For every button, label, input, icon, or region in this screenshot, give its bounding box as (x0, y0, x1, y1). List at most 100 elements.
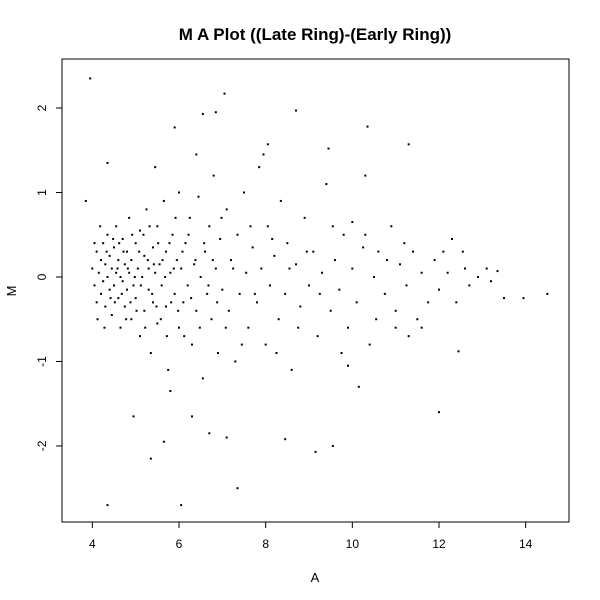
data-point (260, 267, 263, 270)
data-point (164, 275, 167, 278)
data-point (128, 216, 131, 219)
data-point (168, 242, 171, 245)
data-point (154, 271, 157, 274)
data-point (295, 263, 297, 266)
data-point (177, 309, 180, 312)
data-point (169, 271, 172, 274)
data-point (95, 250, 98, 253)
data-point (117, 259, 120, 262)
data-point (128, 271, 131, 274)
data-point (210, 318, 213, 321)
data-point (334, 259, 336, 262)
data-point (119, 326, 122, 329)
data-point (152, 301, 154, 304)
data-point (143, 309, 146, 312)
data-point (362, 246, 365, 249)
data-point (167, 368, 170, 371)
data-point (221, 288, 224, 291)
data-point (399, 263, 401, 266)
data-point (438, 411, 440, 414)
data-point (258, 166, 261, 169)
data-point (103, 326, 106, 329)
data-point (214, 111, 217, 114)
data-point (201, 377, 204, 380)
data-point (225, 208, 228, 211)
data-point (266, 143, 269, 146)
data-point (104, 305, 107, 308)
data-point (438, 288, 440, 291)
data-point (342, 233, 345, 236)
data-point (102, 242, 105, 245)
data-point (106, 233, 109, 236)
data-point (247, 326, 250, 329)
data-point (216, 301, 219, 304)
y-tick-label: -2 (35, 440, 49, 451)
data-point (347, 364, 349, 367)
x-tick-label: 6 (176, 537, 183, 551)
data-point (297, 326, 300, 329)
data-point (133, 275, 136, 278)
data-point (357, 385, 360, 388)
data-point (91, 267, 94, 270)
data-point (314, 450, 317, 453)
data-point (139, 335, 141, 338)
data-point (286, 242, 289, 245)
data-point (130, 259, 133, 262)
data-point (407, 143, 410, 146)
data-point (394, 326, 397, 329)
data-point (146, 259, 149, 262)
data-point (93, 284, 96, 287)
data-point (264, 343, 267, 346)
x-tick-label: 4 (89, 537, 96, 551)
data-point (175, 259, 178, 262)
data-point (97, 271, 100, 274)
data-point (461, 250, 464, 253)
data-point (225, 436, 228, 439)
data-point (134, 297, 137, 300)
data-point (123, 305, 126, 308)
data-point (321, 271, 323, 274)
data-point (155, 305, 158, 308)
data-point (227, 309, 230, 312)
data-point (162, 199, 165, 202)
data-point (152, 246, 154, 249)
data-point (191, 343, 193, 346)
data-point (174, 216, 177, 219)
data-point (106, 275, 109, 278)
data-point (240, 343, 243, 346)
data-point (121, 280, 124, 283)
data-point (420, 271, 423, 274)
data-point (416, 318, 419, 321)
data-point (108, 288, 111, 291)
data-point (99, 225, 102, 228)
data-point (165, 250, 167, 253)
data-point (308, 284, 310, 287)
data-point (366, 125, 369, 128)
data-point (126, 288, 128, 291)
plot-frame (61, 58, 570, 523)
x-tick-label: 14 (519, 537, 533, 551)
data-point (364, 174, 367, 177)
data-point (156, 225, 159, 228)
data-point (303, 216, 306, 219)
data-point (329, 309, 332, 312)
data-point (457, 350, 460, 353)
x-tick-label: 10 (346, 537, 360, 551)
data-point (112, 237, 115, 240)
data-point (171, 233, 174, 236)
data-point (403, 242, 406, 245)
data-point (368, 343, 371, 346)
data-point (116, 267, 119, 270)
data-point (147, 267, 150, 270)
data-point (191, 415, 193, 418)
data-point (273, 254, 276, 257)
data-point (203, 242, 206, 245)
data-point (109, 297, 112, 300)
y-axis-label: M (4, 286, 19, 297)
data-point (325, 183, 328, 186)
data-point (156, 322, 159, 325)
data-point (131, 233, 134, 236)
data-point (503, 297, 505, 300)
data-point (427, 301, 430, 304)
